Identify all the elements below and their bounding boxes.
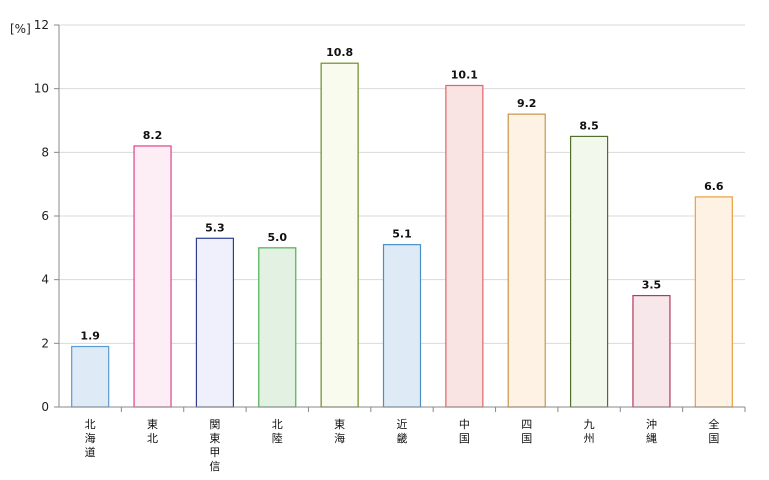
category-label: 近畿	[397, 418, 408, 445]
category-labels: 北海道 東北 関東甲信 北陸 東海 近畿 中国 四国 九州 沖縄 全国	[85, 417, 720, 473]
data-label: 9.2	[517, 97, 537, 110]
data-label: 10.1	[451, 68, 478, 81]
y-tick-label: 6	[41, 209, 49, 223]
data-label: 5.3	[205, 221, 225, 234]
x-axis-ticks	[120, 407, 746, 412]
data-label: 1.9	[80, 330, 100, 343]
data-label: 8.5	[579, 119, 599, 132]
bar	[258, 247, 297, 408]
bar	[694, 196, 733, 408]
y-tick-label: 4	[41, 273, 49, 287]
category-label: 四国	[521, 418, 532, 445]
category-label: 関東甲信	[209, 418, 220, 473]
category-label: 東北	[147, 418, 158, 445]
gridlines	[59, 24, 745, 344]
y-tick-label: 12	[34, 18, 49, 32]
data-labels: 1.9 8.2 5.3 5.0 10.8 5.1 10.1 9.2 8.5 3.5 6.6	[80, 46, 723, 342]
bar	[195, 237, 235, 408]
bar	[133, 145, 172, 408]
y-tick-label: 8	[41, 145, 49, 159]
y-axis-unit-label: [%]	[10, 22, 31, 36]
category-label: 北海道	[85, 418, 96, 459]
bar	[632, 294, 671, 408]
category-label: 九州	[584, 418, 595, 445]
category-label: 東海	[334, 418, 345, 445]
data-label: 8.2	[143, 129, 163, 142]
y-tick-label: 2	[41, 336, 49, 350]
data-label: 6.6	[704, 180, 724, 193]
category-label: 沖縄	[646, 418, 657, 445]
category-label: 中国	[459, 418, 470, 445]
bars	[71, 62, 733, 408]
y-tick-label: 0	[41, 400, 49, 414]
bar	[320, 62, 359, 408]
data-label: 5.0	[268, 231, 288, 244]
y-tick-label: 10	[34, 82, 49, 96]
category-label: 全国	[708, 417, 719, 445]
bar	[569, 135, 609, 408]
category-label: 北陸	[272, 418, 283, 445]
data-label: 3.5	[642, 279, 662, 292]
y-axis-ticks: 0 2 4 6 8 10 12	[34, 18, 59, 414]
bar	[507, 113, 546, 408]
bar	[445, 84, 484, 408]
data-label: 10.8	[326, 46, 353, 59]
bar	[71, 345, 110, 408]
data-label: 5.1	[392, 228, 412, 241]
bar	[382, 244, 422, 408]
